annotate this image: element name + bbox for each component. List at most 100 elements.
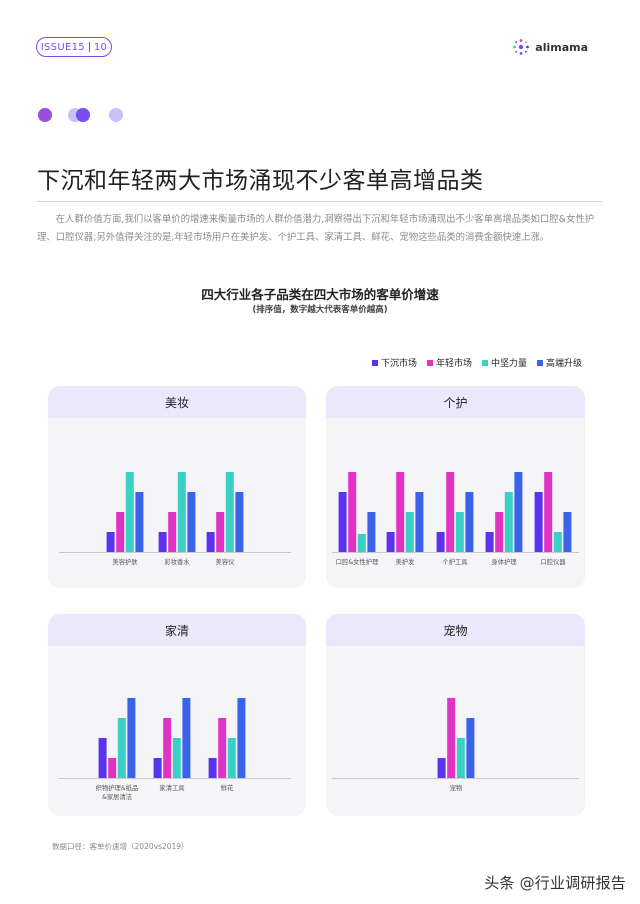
category-label: 身体护理 bbox=[491, 557, 517, 566]
bar-口腔&女性护理-下沉市场 bbox=[338, 492, 347, 552]
bar-鲜花-年轻市场 bbox=[218, 718, 227, 778]
bar-织物护理&纸品&家居清洁-中坚力量 bbox=[117, 718, 126, 778]
legend-swatch bbox=[371, 359, 378, 366]
bar-家清工具-下沉市场 bbox=[153, 758, 162, 778]
legend-swatch bbox=[536, 359, 543, 366]
footer-watermark: 头条 @行业调研报告 bbox=[484, 874, 626, 892]
bar-美护发-下沉市场 bbox=[386, 532, 395, 552]
bar-美容仪-中坚力量 bbox=[225, 472, 234, 552]
issue-label: ISSUE15 bbox=[40, 41, 85, 53]
bar-身体护理-高端升级 bbox=[514, 472, 523, 552]
legend-item-middle: 中坚力量 bbox=[481, 356, 527, 369]
bar-身体护理-中坚力量 bbox=[504, 492, 513, 552]
page-title: 下沉和年轻两大市场涌现不少客单高增品类 bbox=[37, 168, 484, 194]
bar-家清工具-高端升级 bbox=[182, 698, 191, 778]
intro-paragraph: 在人群价值方面,我们以客单价的增速来衡量市场的人群价值潜力,洞察得出下沉和年轻市… bbox=[37, 214, 595, 243]
bar-宠物-高端升级 bbox=[466, 718, 475, 778]
bar-美容护肤-下沉市场 bbox=[106, 532, 115, 552]
bar-个护工具-中坚力量 bbox=[455, 512, 464, 552]
brand-name: alimama bbox=[535, 40, 588, 54]
panel-title: 美妆 bbox=[48, 386, 306, 418]
panel-personal-care: 个护 口腔&女性护理 美护发 个护工具 身体护理 口腔仪器 bbox=[326, 386, 585, 588]
bar-鲜花-高端升级 bbox=[237, 698, 246, 778]
panel-home-clean: 家清 织物护理&纸品 &家居清洁 家清工具 鲜花 bbox=[48, 614, 306, 816]
category-label: &家居清洁 bbox=[102, 792, 132, 801]
personal-care-bar-chart: 口腔&女性护理 美护发 个护工具 身体护理 口腔仪器 bbox=[332, 472, 579, 566]
issue-divider bbox=[88, 42, 90, 52]
bar-织物护理&纸品&家居清洁-年轻市场 bbox=[108, 758, 117, 778]
bar-彩妆香水-下沉市场 bbox=[158, 532, 167, 552]
category-label: 彩妆香水 bbox=[164, 557, 190, 566]
data-source-note: 数据口径：客单价速增（2020vs2019） bbox=[52, 842, 189, 851]
bar-彩妆香水-中坚力量 bbox=[177, 472, 186, 552]
bar-织物护理&纸品&家居清洁-高端升级 bbox=[127, 698, 136, 778]
bar-美容护肤-中坚力量 bbox=[125, 472, 134, 552]
legend-item-young: 年轻市场 bbox=[426, 356, 472, 369]
decor-dot-2 bbox=[76, 108, 90, 122]
issue-badge: ISSUE15 10 bbox=[36, 37, 112, 57]
legend-label: 高端升级 bbox=[545, 359, 582, 369]
alimama-logo-icon bbox=[513, 39, 530, 55]
bar-美护发-高端升级 bbox=[415, 492, 424, 552]
bar-家清工具-年轻市场 bbox=[163, 718, 172, 778]
bar-美容护肤-年轻市场 bbox=[116, 512, 125, 552]
bar-彩妆香水-高端升级 bbox=[187, 492, 196, 552]
bar-口腔&女性护理-高端升级 bbox=[367, 512, 376, 552]
chart-title: 四大行业各子品类在四大市场的客单价增速 bbox=[201, 287, 439, 302]
chart-subtitle: (排序值，数字越大代表客单价越高) bbox=[252, 305, 388, 315]
bar-美护发-中坚力量 bbox=[405, 512, 414, 552]
legend-swatch bbox=[426, 359, 433, 366]
page-number: 10 bbox=[93, 41, 108, 53]
panel-title: 宠物 bbox=[326, 614, 585, 646]
bar-口腔&女性护理-中坚力量 bbox=[357, 534, 366, 552]
category-label: 宠物 bbox=[450, 783, 463, 792]
home-clean-bar-chart: 织物护理&纸品&家居清洁 家清工具 鲜花 bbox=[59, 698, 291, 801]
panel-pet: 宠物 宠物 bbox=[326, 614, 585, 816]
legend-item-lower-tier: 下沉市场 bbox=[371, 356, 417, 369]
legend-label: 下沉市场 bbox=[380, 359, 417, 369]
bar-个护工具-下沉市场 bbox=[436, 532, 445, 552]
bar-美容仪-高端升级 bbox=[235, 492, 244, 552]
bar-美容仪-年轻市场 bbox=[216, 512, 225, 552]
legend-label: 中坚力量 bbox=[490, 359, 527, 369]
legend-label: 年轻市场 bbox=[435, 359, 472, 369]
bar-口腔&女性护理-年轻市场 bbox=[348, 472, 357, 552]
category-label: 织物护理&纸品 bbox=[96, 783, 139, 792]
category-label: 口腔仪器 bbox=[540, 557, 566, 566]
category-label: 个护工具 bbox=[442, 557, 468, 566]
bar-宠物-中坚力量 bbox=[456, 738, 465, 778]
pet-bar-chart: 宠物 bbox=[332, 698, 579, 792]
bar-鲜花-下沉市场 bbox=[208, 758, 217, 778]
bar-美护发-年轻市场 bbox=[396, 472, 405, 552]
category-label: 家清工具 bbox=[159, 783, 185, 792]
bar-宠物-年轻市场 bbox=[447, 698, 456, 778]
panel-beauty: 美妆 美容护肤 彩妆香水 美容仪 bbox=[48, 386, 306, 588]
category-label: 美护发 bbox=[396, 557, 416, 566]
bar-口腔仪器-下沉市场 bbox=[534, 492, 543, 552]
legend-swatch bbox=[481, 359, 488, 366]
brand-logo: alimama bbox=[512, 38, 588, 56]
decor-dot-1 bbox=[38, 108, 52, 122]
bar-美容仪-下沉市场 bbox=[206, 532, 215, 552]
chart-legend: 下沉市场 年轻市场 中坚力量 高端升级 bbox=[371, 356, 582, 369]
bar-个护工具-年轻市场 bbox=[446, 472, 455, 552]
decor-dot-3 bbox=[109, 108, 123, 122]
panel-title: 家清 bbox=[48, 614, 306, 646]
bar-织物护理&纸品&家居清洁-下沉市场 bbox=[98, 738, 107, 778]
bar-口腔仪器-高端升级 bbox=[563, 512, 572, 552]
category-label: 美容仪 bbox=[216, 557, 236, 566]
category-label: 美容护肤 bbox=[112, 557, 138, 566]
bar-身体护理-下沉市场 bbox=[485, 532, 494, 552]
category-label: 口腔&女性护理 bbox=[336, 557, 379, 566]
bar-美容护肤-高端升级 bbox=[135, 492, 144, 552]
legend-item-premium: 高端升级 bbox=[536, 356, 582, 369]
category-label: 鲜花 bbox=[221, 783, 234, 792]
title-divider bbox=[37, 201, 602, 202]
bar-身体护理-年轻市场 bbox=[495, 512, 504, 552]
bar-口腔仪器-中坚力量 bbox=[553, 532, 562, 552]
bar-家清工具-中坚力量 bbox=[172, 738, 181, 778]
bar-彩妆香水-年轻市场 bbox=[168, 512, 177, 552]
bar-鲜花-中坚力量 bbox=[227, 738, 236, 778]
panel-title: 个护 bbox=[326, 386, 585, 418]
beauty-bar-chart: 美容护肤 彩妆香水 美容仪 bbox=[59, 472, 291, 566]
